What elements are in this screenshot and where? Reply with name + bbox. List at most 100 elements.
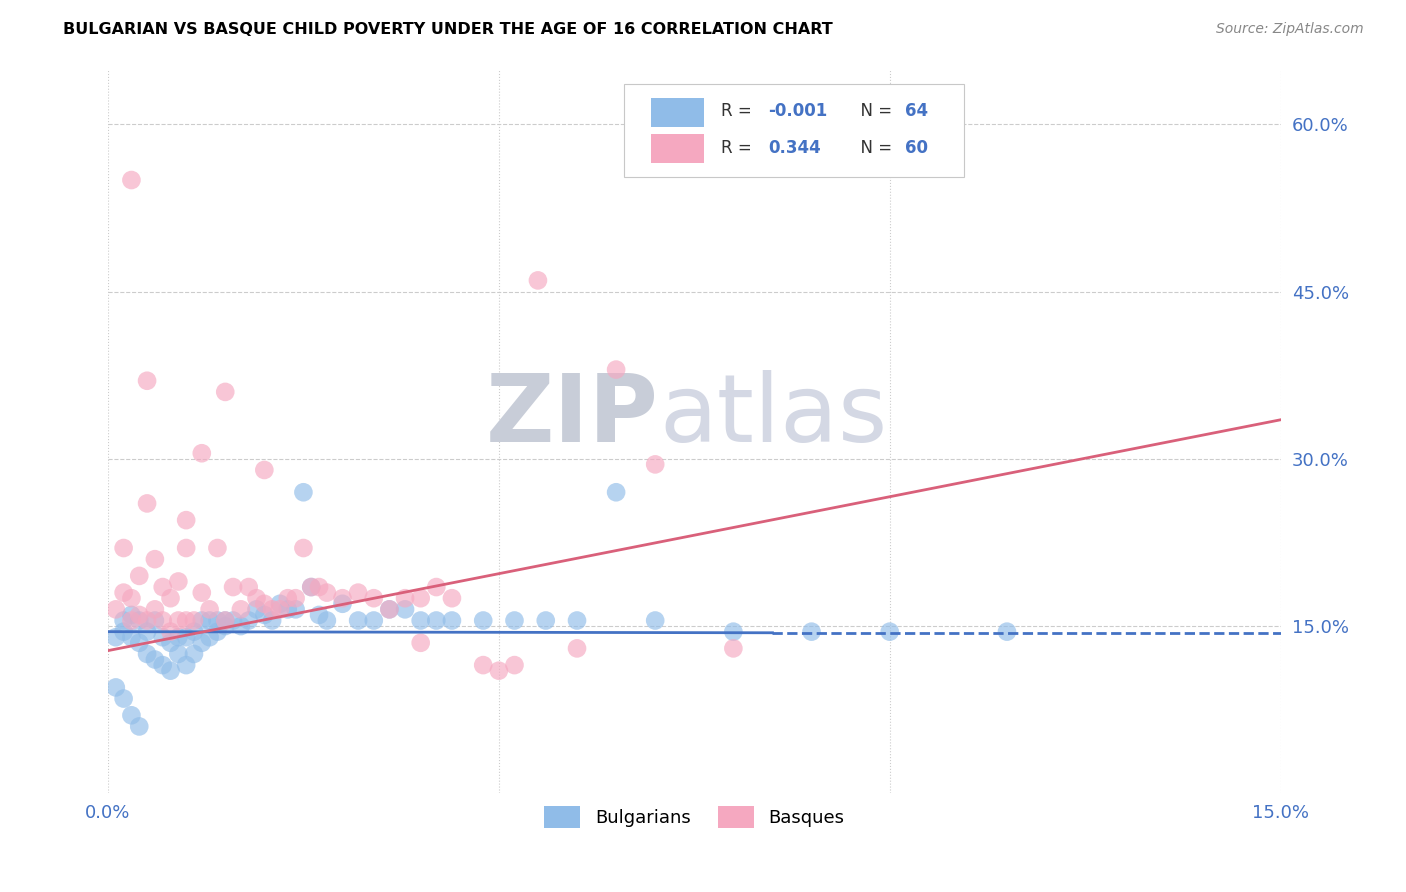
Point — [245, 602, 267, 616]
Point — [363, 614, 385, 628]
Text: -0.001: -0.001 — [768, 103, 827, 120]
Point — [440, 614, 463, 628]
Point — [503, 614, 526, 628]
FancyBboxPatch shape — [651, 134, 703, 162]
Point — [534, 614, 557, 628]
Point — [378, 602, 401, 616]
Point — [253, 597, 276, 611]
Point — [347, 585, 370, 599]
Point — [136, 496, 159, 510]
Text: BULGARIAN VS BASQUE CHILD POVERTY UNDER THE AGE OF 16 CORRELATION CHART: BULGARIAN VS BASQUE CHILD POVERTY UNDER … — [63, 22, 832, 37]
Point — [174, 513, 197, 527]
Point — [167, 630, 190, 644]
Point — [222, 580, 245, 594]
Point — [229, 602, 252, 616]
Text: atlas: atlas — [659, 370, 887, 462]
Point — [112, 585, 135, 599]
Text: ZIP: ZIP — [486, 370, 659, 462]
Point — [159, 624, 181, 639]
Text: R =: R = — [721, 138, 758, 156]
Point — [152, 580, 174, 594]
Text: Source: ZipAtlas.com: Source: ZipAtlas.com — [1216, 22, 1364, 37]
Point — [440, 591, 463, 606]
Point — [644, 614, 666, 628]
Point — [363, 591, 385, 606]
Point — [409, 636, 432, 650]
Point — [198, 602, 221, 616]
Point — [605, 485, 627, 500]
Point — [723, 641, 745, 656]
Point — [128, 636, 150, 650]
Point — [120, 173, 142, 187]
FancyBboxPatch shape — [624, 85, 965, 178]
Point — [644, 458, 666, 472]
Point — [120, 630, 142, 644]
Point — [315, 585, 337, 599]
Legend: Bulgarians, Basques: Bulgarians, Basques — [537, 798, 852, 835]
Point — [292, 485, 315, 500]
Point — [136, 647, 159, 661]
Point — [488, 664, 510, 678]
Point — [605, 362, 627, 376]
Point — [112, 691, 135, 706]
Point — [191, 585, 214, 599]
Point — [378, 602, 401, 616]
Point — [409, 614, 432, 628]
Point — [120, 607, 142, 622]
Point — [159, 664, 181, 678]
Point — [269, 602, 291, 616]
Point — [262, 614, 284, 628]
Point — [104, 602, 127, 616]
Point — [152, 630, 174, 644]
Point — [284, 602, 307, 616]
Point — [207, 624, 229, 639]
Point — [104, 681, 127, 695]
Point — [136, 614, 159, 628]
Point — [245, 591, 267, 606]
Point — [207, 614, 229, 628]
Point — [879, 624, 901, 639]
Point — [214, 384, 236, 399]
Point — [425, 614, 447, 628]
Point — [207, 541, 229, 555]
Point — [143, 602, 166, 616]
Point — [262, 602, 284, 616]
Point — [183, 614, 205, 628]
Point — [299, 580, 322, 594]
Point — [565, 614, 588, 628]
Point — [183, 647, 205, 661]
Point — [159, 636, 181, 650]
Text: N =: N = — [851, 103, 897, 120]
Point — [143, 552, 166, 566]
Point — [198, 630, 221, 644]
Point — [136, 624, 159, 639]
Point — [198, 614, 221, 628]
Point — [425, 580, 447, 594]
Point — [565, 641, 588, 656]
Point — [104, 630, 127, 644]
Point — [472, 614, 495, 628]
Point — [277, 591, 299, 606]
Point — [112, 614, 135, 628]
Point — [112, 624, 135, 639]
Point — [527, 273, 550, 287]
Point — [238, 580, 260, 594]
Text: N =: N = — [851, 138, 897, 156]
Point — [120, 614, 142, 628]
Point — [995, 624, 1018, 639]
Point — [332, 597, 354, 611]
Point — [183, 624, 205, 639]
Point — [394, 591, 416, 606]
Point — [174, 630, 197, 644]
Point — [143, 652, 166, 666]
Point — [167, 574, 190, 589]
Point — [143, 614, 166, 628]
Point — [167, 614, 190, 628]
Point — [174, 541, 197, 555]
Point — [277, 602, 299, 616]
Point — [128, 607, 150, 622]
Point — [159, 591, 181, 606]
Text: 64: 64 — [905, 103, 928, 120]
Point — [308, 607, 330, 622]
Point — [723, 624, 745, 639]
